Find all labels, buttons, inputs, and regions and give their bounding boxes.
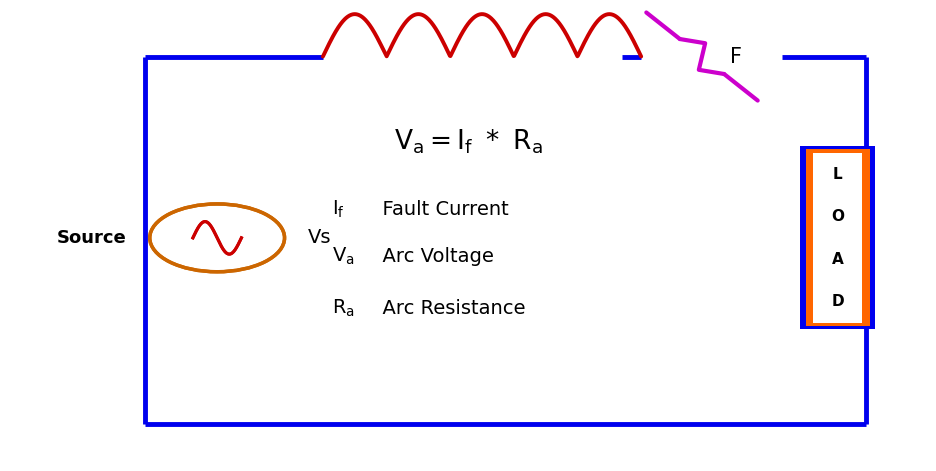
Text: D: D (831, 294, 844, 309)
Text: Source: Source (56, 229, 126, 247)
Bar (800, 146, 875, 329)
Text: F: F (730, 47, 742, 66)
Circle shape (153, 205, 282, 270)
Bar (806, 149, 870, 326)
Text: O: O (831, 209, 844, 224)
Text: A: A (832, 252, 843, 267)
Text: $\mathregular{V_a}$: $\mathregular{V_a}$ (332, 246, 355, 268)
Text: Arc Resistance: Arc Resistance (370, 299, 525, 318)
Text: $\mathregular{I_f}$: $\mathregular{I_f}$ (332, 199, 345, 220)
Bar (813, 153, 862, 323)
Text: Vs: Vs (308, 228, 331, 247)
Text: L: L (833, 167, 842, 182)
Text: $\mathregular{V_a = I_f\ *\ R_a}$: $\mathregular{V_a = I_f\ *\ R_a}$ (393, 127, 543, 155)
Text: Fault Current: Fault Current (370, 200, 508, 219)
Text: $\mathregular{R_a}$: $\mathregular{R_a}$ (332, 298, 355, 319)
Text: Arc Voltage: Arc Voltage (370, 247, 493, 266)
